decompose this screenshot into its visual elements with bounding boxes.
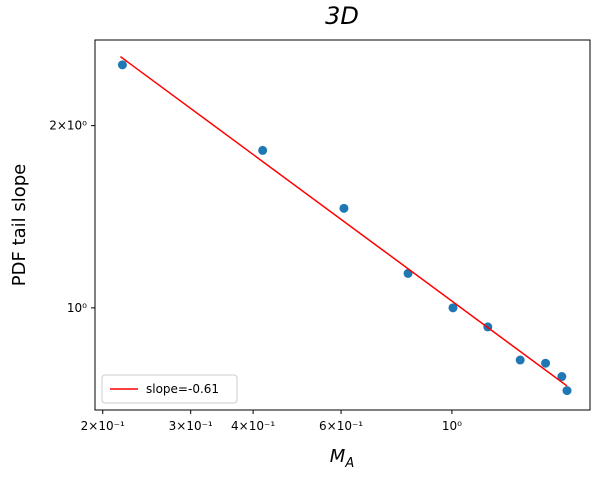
y-tick-label: 2×10⁰ <box>49 119 87 133</box>
plot-frame <box>94 39 591 411</box>
point <box>258 145 268 155</box>
fit-line <box>119 56 568 387</box>
point <box>515 355 525 365</box>
x-tick-label: 10⁰ <box>442 419 462 433</box>
x-label-main: M <box>330 446 346 467</box>
point <box>557 372 567 382</box>
x-tick-label: 2×10⁻¹ <box>81 419 125 433</box>
chart-title: 3D <box>325 2 359 30</box>
x-axis-label: MA <box>330 446 354 471</box>
point <box>448 303 458 313</box>
point <box>339 203 349 213</box>
point <box>117 60 127 70</box>
point <box>562 386 572 396</box>
y-axis-label: PDF tail slope <box>9 164 30 287</box>
y-tick-label: 10⁰ <box>67 301 87 315</box>
legend-label: slope=-0.61 <box>146 382 219 396</box>
x-tick-label: 6×10⁻¹ <box>319 419 363 433</box>
x-tick-label: 3×10⁻¹ <box>169 419 213 433</box>
x-label-sub: A <box>344 456 354 471</box>
x-tick-label: 4×10⁻¹ <box>231 419 275 433</box>
legend-box <box>101 374 238 404</box>
point <box>541 358 551 368</box>
